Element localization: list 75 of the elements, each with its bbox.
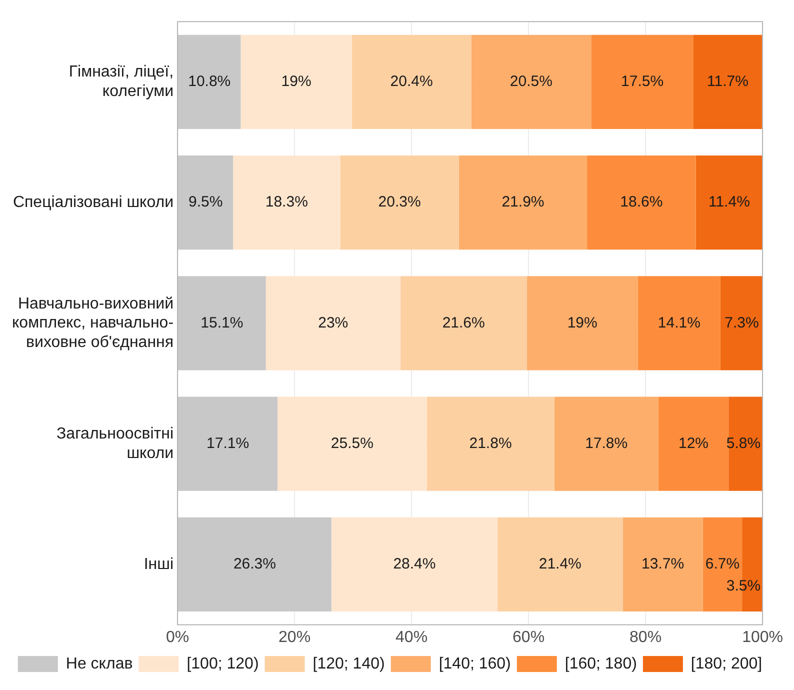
x-tick-label: 80% <box>630 628 662 646</box>
bar <box>178 396 278 491</box>
bar <box>554 396 658 491</box>
data-label: 6.7% <box>705 556 740 573</box>
data-label: 15.1% <box>200 314 244 332</box>
bar <box>638 276 720 370</box>
x-tick-label: 60% <box>512 628 545 646</box>
data-label: 19% <box>281 73 312 90</box>
y-tick-label: Гімназії, ліцеї, колегіуми <box>68 64 174 100</box>
x-tick-label: 40% <box>396 628 428 646</box>
data-label: 20.3% <box>378 194 421 211</box>
bar <box>331 517 498 612</box>
bar <box>622 517 703 612</box>
bar <box>340 156 459 250</box>
bar <box>178 276 266 370</box>
bar <box>278 396 427 491</box>
data-label: 9.5% <box>188 194 223 211</box>
data-label: 11.7% <box>707 73 748 90</box>
bar <box>178 517 332 612</box>
bar <box>426 396 554 491</box>
bar <box>498 517 623 612</box>
legend-label: [160; 180) <box>564 655 637 672</box>
x-tick-label: 20% <box>278 628 311 646</box>
data-label: 20.5% <box>510 73 552 90</box>
data-label: 18.6% <box>620 194 663 211</box>
bar <box>178 34 241 129</box>
y-tick-label: Загальноосвітні школи <box>56 426 174 462</box>
data-label: 19% <box>567 314 598 332</box>
legend-label: [180; 200] <box>690 655 762 672</box>
data-label: 7.3% <box>724 314 759 332</box>
bar <box>233 156 340 250</box>
bar <box>720 276 763 370</box>
bar <box>178 156 234 250</box>
bar <box>658 396 729 491</box>
x-tick-label: 0% <box>166 628 190 646</box>
data-label: 12% <box>678 434 709 452</box>
bar <box>587 156 696 250</box>
data-label: 26.3% <box>233 556 276 573</box>
data-label: 28.4% <box>393 556 436 573</box>
data-label: 25.5% <box>330 434 374 452</box>
data-label: 23% <box>318 314 348 332</box>
bar <box>728 396 763 491</box>
data-label: 10.8% <box>188 73 231 90</box>
data-label: 21.6% <box>442 314 485 332</box>
bar <box>240 34 352 129</box>
data-label: 14.1% <box>658 314 700 332</box>
legend-label: [120; 140) <box>312 655 385 672</box>
bar <box>471 34 592 129</box>
legend-label: [140; 160) <box>438 655 511 672</box>
data-label: 17.8% <box>585 434 628 452</box>
bar <box>694 34 762 129</box>
data-label: 5.8% <box>726 434 761 452</box>
bar <box>266 276 400 370</box>
y-tick-label: Навчально-виховний комплекс, навчально-виховне об'єднання <box>12 295 174 351</box>
bar <box>458 156 588 250</box>
legend-label: [100; 120) <box>186 655 259 672</box>
data-label: 3.5% <box>726 578 761 595</box>
data-label: 20.4% <box>390 73 433 90</box>
y-tick-label: Спеціалізовані школи <box>12 194 174 211</box>
data-label: 21.4% <box>538 556 582 573</box>
data-label: 21.8% <box>469 434 512 452</box>
bar <box>400 276 527 370</box>
data-label: 17.5% <box>621 73 664 90</box>
data-label: 18.3% <box>265 194 308 211</box>
bar <box>696 156 763 250</box>
data-label: 13.7% <box>642 556 684 573</box>
x-tick-label: 100% <box>742 628 783 646</box>
data-label: 11.4% <box>708 194 750 211</box>
data-label: 21.9% <box>502 194 544 211</box>
y-tick-label: Інші <box>144 556 174 573</box>
bar <box>591 34 694 129</box>
data-label: 17.1% <box>206 434 250 452</box>
bar <box>352 34 472 129</box>
legend-label: Не склав <box>66 655 133 672</box>
bar <box>526 276 638 370</box>
